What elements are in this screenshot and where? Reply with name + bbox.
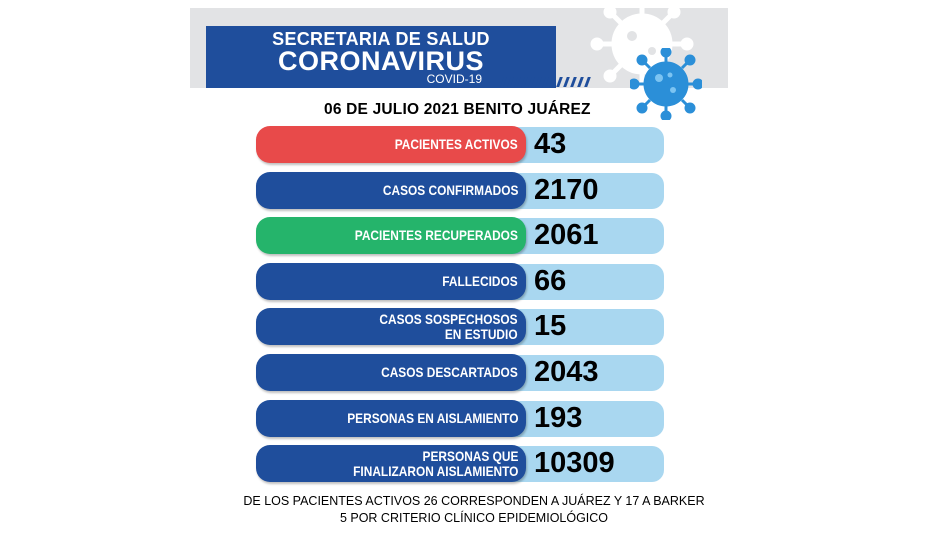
stat-value-background	[506, 401, 664, 437]
stat-row: CASOS CONFIRMADOS 2170	[256, 172, 666, 209]
stat-value-background	[506, 309, 664, 345]
stat-value: 2061	[534, 219, 599, 251]
stat-value: 193	[534, 402, 583, 434]
stat-label: CASOS SOSPECHOSOS EN ESTUDIO	[380, 308, 518, 345]
stat-value-background	[506, 446, 664, 482]
stat-label-line-2: FINALIZARON AISLAMIENTO	[352, 462, 518, 479]
stat-label: PACIENTES ACTIVOS	[395, 126, 518, 163]
stat-label-line-1: PACIENTES RECUPERADOS	[354, 227, 518, 243]
title-box: SECRETARIA DE SALUD CORONAVIRUS COVID-19	[206, 26, 556, 88]
stat-label-line-1: CASOS SOSPECHOSOS	[379, 310, 518, 327]
page-subtitle: COVID-19	[426, 72, 482, 86]
stat-row: FALLECIDOS 66	[256, 263, 666, 300]
stat-label: PERSONAS QUE FINALIZARON AISLAMIENTO	[353, 445, 518, 482]
stat-value: 66	[534, 265, 567, 297]
stat-value-background	[506, 218, 664, 254]
footer-line-2: 5 POR CRITERIO CLÍNICO EPIDEMIOLÓGICO	[339, 511, 609, 525]
stat-value-background	[506, 127, 664, 163]
stat-label-pill: CASOS CONFIRMADOS	[256, 172, 526, 209]
stat-value-background	[506, 173, 664, 209]
stat-row: PACIENTES ACTIVOS 43	[256, 126, 666, 163]
stat-label: CASOS DESCARTADOS	[381, 354, 518, 391]
stat-label-pill: PERSONAS EN AISLAMIENTO	[256, 400, 526, 437]
stat-label-line-1: CASOS CONFIRMADOS	[382, 182, 518, 198]
stat-value: 15	[534, 310, 567, 342]
footer-note: DE LOS PACIENTES ACTIVOS 26 CORRESPONDEN…	[0, 493, 948, 527]
stat-label-line-2: EN ESTUDIO	[445, 325, 518, 342]
org-name: SECRETARIA DE SALUD	[272, 29, 490, 49]
stat-label-pill: FALLECIDOS	[256, 263, 526, 300]
stat-label: FALLECIDOS	[443, 263, 518, 300]
stat-value-background	[506, 355, 664, 391]
page-title: CORONAVIRUS	[277, 46, 484, 76]
footer-line-1: DE LOS PACIENTES ACTIVOS 26 CORRESPONDEN…	[243, 494, 705, 508]
stat-row: CASOS DESCARTADOS 2043	[256, 354, 666, 391]
stat-value: 2170	[534, 174, 599, 206]
stat-value: 43	[534, 128, 567, 160]
stat-label-pill: PACIENTES ACTIVOS	[256, 126, 526, 163]
stat-label: PACIENTES RECUPERADOS	[355, 217, 518, 254]
stat-row: PERSONAS QUE FINALIZARON AISLAMIENTO 10309	[256, 445, 666, 482]
stat-label-pill: CASOS DESCARTADOS	[256, 354, 526, 391]
stat-label-line-1: PERSONAS QUE	[422, 447, 518, 464]
date-location: 06 DE JULIO 2021 BENITO JUÁREZ	[324, 101, 591, 118]
stat-value: 2043	[534, 356, 599, 388]
stat-label-line-1: FALLECIDOS	[442, 273, 518, 289]
virus-blue-icon	[630, 48, 702, 120]
stat-label-pill: CASOS SOSPECHOSOS EN ESTUDIO	[256, 308, 526, 345]
stat-label-pill: PACIENTES RECUPERADOS	[256, 217, 526, 254]
stat-label-pill: PERSONAS QUE FINALIZARON AISLAMIENTO	[256, 445, 526, 482]
stat-row: PACIENTES RECUPERADOS 2061	[256, 217, 666, 254]
stat-label-line-1: PERSONAS EN AISLAMIENTO	[346, 410, 518, 426]
stat-value: 10309	[534, 447, 615, 479]
stat-value-background	[506, 264, 664, 300]
stat-label-line-1: CASOS DESCARTADOS	[381, 364, 518, 380]
infographic-poster: SECRETARIA DE SALUD CORONAVIRUS COVID-19…	[190, 0, 728, 533]
stat-label-line-1: PACIENTES ACTIVOS	[395, 136, 518, 152]
stat-row: CASOS SOSPECHOSOS EN ESTUDIO 15	[256, 308, 666, 345]
stat-row: PERSONAS EN AISLAMIENTO 193	[256, 400, 666, 437]
stat-label: PERSONAS EN AISLAMIENTO	[347, 400, 518, 437]
stat-label: CASOS CONFIRMADOS	[382, 172, 518, 209]
decorative-dashes	[500, 74, 593, 92]
